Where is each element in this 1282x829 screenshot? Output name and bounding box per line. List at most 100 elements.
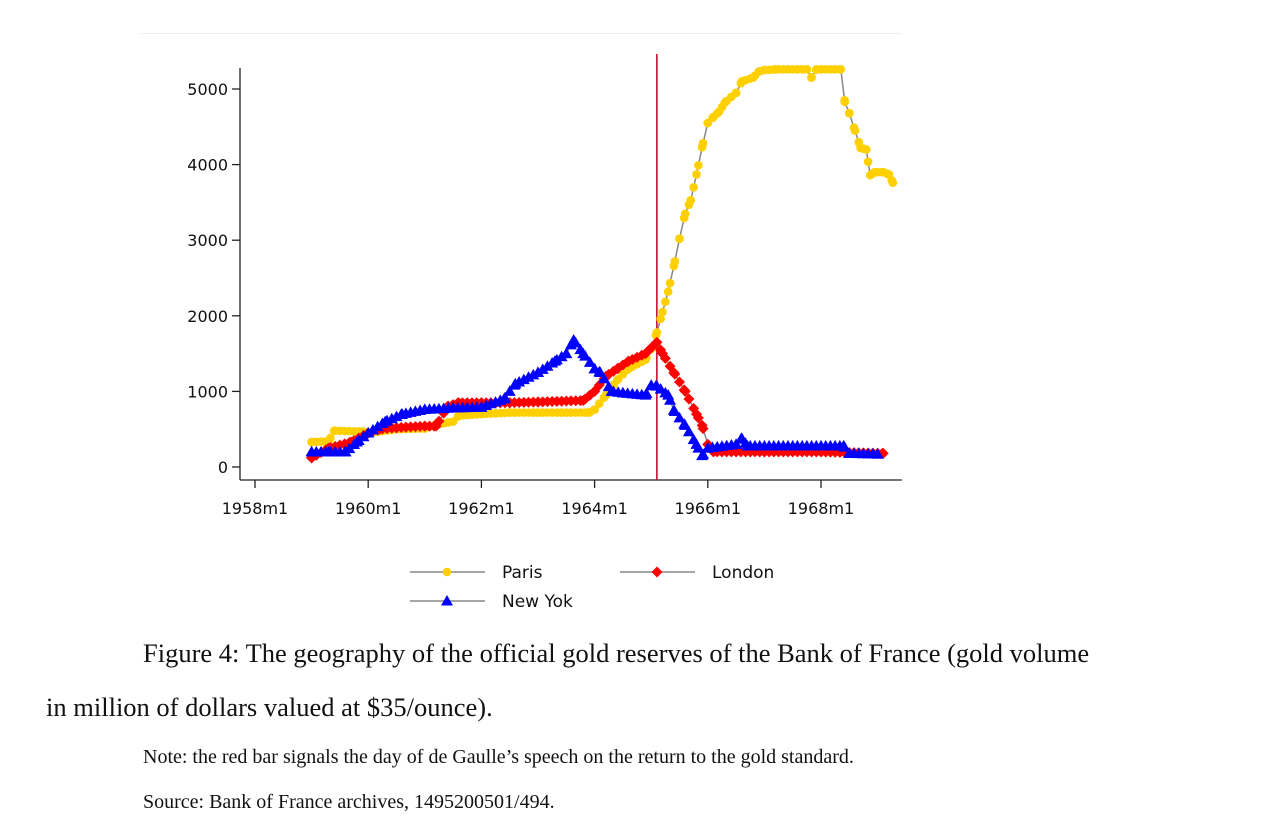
data-point [669, 261, 679, 271]
data-point [697, 142, 707, 152]
data-point [548, 355, 561, 366]
data-point [668, 367, 680, 378]
data-point [475, 401, 488, 412]
data-point [737, 77, 747, 86]
data-point [741, 439, 754, 451]
data-point [307, 437, 316, 447]
data-point [339, 445, 352, 457]
x-tick-label: 1964m1 [561, 499, 627, 518]
data-point [861, 145, 871, 154]
data-point [683, 393, 695, 405]
data-point [802, 65, 812, 74]
data-point [701, 442, 714, 453]
data-point [771, 65, 781, 74]
data-point [350, 436, 363, 447]
data-point [362, 426, 375, 438]
data-point [735, 432, 748, 443]
data-point [612, 375, 622, 385]
data-point [674, 376, 685, 388]
legend: Paris London New Yok [410, 563, 774, 612]
data-point [567, 333, 580, 345]
figure-source: Source: Bank of France archives, 1495200… [143, 791, 555, 813]
data-point [651, 336, 663, 348]
figure-caption-line1: Figure 4: The geography of the official … [143, 638, 1090, 668]
legend-label: New Yok [502, 592, 573, 612]
legend-marker [441, 595, 453, 606]
data-point [509, 377, 522, 389]
data-point [329, 426, 339, 436]
data-point [694, 161, 703, 170]
data-point [682, 425, 695, 437]
data-point [703, 118, 713, 128]
data-point [532, 366, 544, 377]
data-point [560, 347, 573, 359]
data-point [689, 182, 698, 192]
data-point [696, 419, 708, 431]
data-point [477, 409, 486, 419]
data-point [690, 408, 702, 420]
data-point [588, 362, 601, 374]
data-point [680, 209, 690, 219]
data-point [730, 438, 743, 449]
y-tick-label: 1000 [187, 382, 228, 401]
data-point [623, 355, 635, 367]
data-point [447, 402, 460, 413]
data-point [658, 307, 667, 317]
figure-caption-line2: in million of dollars valued at $35/ounc… [46, 692, 493, 722]
top-rule [140, 33, 902, 34]
data-point [594, 366, 607, 377]
data-point [605, 385, 618, 396]
y-tick-label: 0 [218, 458, 228, 477]
data-point [595, 399, 604, 408]
x-tick-label: 1960m1 [335, 499, 401, 518]
data-point [589, 385, 601, 397]
data-point [454, 411, 464, 420]
data-point [532, 396, 544, 408]
data-point [611, 363, 623, 375]
data-point [690, 438, 703, 449]
data-point [731, 88, 741, 98]
data-point [665, 278, 675, 288]
data-point [863, 157, 873, 167]
data-point [845, 108, 854, 118]
x-tick-label: 1968m1 [788, 499, 854, 518]
data-point [656, 314, 665, 324]
y-tick-label: 3000 [187, 231, 228, 250]
data-point [640, 348, 652, 360]
data-point [837, 439, 850, 451]
data-point [850, 126, 860, 135]
data-point [686, 195, 696, 205]
y-tick-label: 2000 [187, 307, 228, 326]
data-point [884, 170, 894, 179]
data-point [760, 65, 769, 75]
data-point [675, 234, 684, 243]
data-point [714, 107, 724, 116]
data-point [812, 65, 821, 74]
x-tick-label: 1970m1 [901, 499, 902, 518]
data-point [667, 404, 680, 415]
data-point [652, 328, 662, 337]
data-point [590, 405, 599, 414]
x-tick-label: 1962m1 [448, 499, 514, 518]
data-point [662, 389, 675, 400]
series-paris [307, 65, 898, 447]
data-point [843, 447, 856, 458]
data-point [679, 419, 692, 430]
series-new-yok [305, 333, 884, 461]
series-group [305, 65, 898, 464]
legend-label: Paris [502, 563, 543, 583]
data-point [657, 348, 669, 360]
data-point [748, 73, 758, 82]
series-line [311, 338, 878, 458]
data-point [720, 98, 730, 107]
data-point [448, 417, 458, 426]
data-point [505, 408, 514, 417]
data-point [650, 380, 663, 391]
x-tick-label: 1966m1 [675, 499, 741, 518]
data-point [661, 297, 670, 307]
gold-reserves-chart: 0 1000 2000 3000 4000 5000 1958m1 1960m1 1962m1 1… [187, 54, 902, 612]
x-tick-label: 1958m1 [222, 499, 288, 518]
legend-marker [442, 567, 452, 577]
data-point [430, 420, 442, 432]
data-point [577, 394, 589, 406]
